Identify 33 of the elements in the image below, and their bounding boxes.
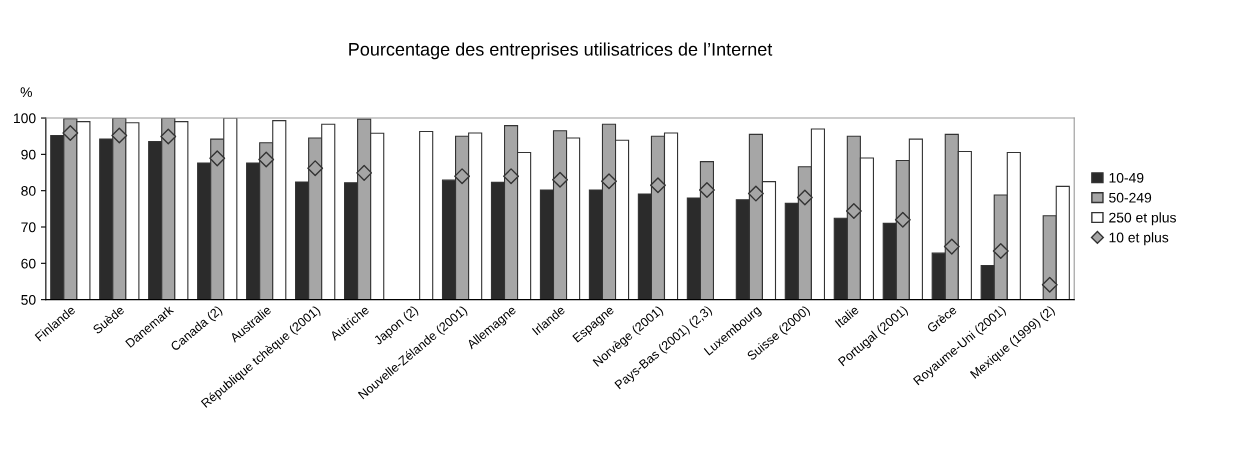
point xyxy=(454,168,471,185)
y-tick-label: 100 xyxy=(14,113,36,124)
legend-label: 50-249 xyxy=(1109,192,1152,203)
point xyxy=(209,150,226,167)
y-tick-label: 60 xyxy=(21,258,36,269)
point xyxy=(62,124,79,141)
point xyxy=(845,203,862,219)
x-tick-label: Italie xyxy=(834,304,860,328)
point xyxy=(160,128,177,145)
legend-label: 250 et plus xyxy=(1109,212,1176,226)
y-tick-label: 70 xyxy=(21,222,36,233)
point xyxy=(649,177,666,194)
point xyxy=(503,168,520,185)
y-tick-label: 80 xyxy=(21,186,36,196)
point xyxy=(698,181,715,198)
point xyxy=(1041,276,1058,293)
y-tick-label: 90 xyxy=(21,149,36,160)
legend-label: 10-49 xyxy=(1109,172,1144,183)
point xyxy=(601,173,617,190)
point xyxy=(894,211,911,228)
point xyxy=(356,164,373,181)
legend-label: 10 et plus xyxy=(1109,232,1169,246)
point xyxy=(992,242,1009,259)
y-tick-label: 50 xyxy=(21,294,36,305)
point xyxy=(258,151,275,168)
point xyxy=(307,160,324,177)
point xyxy=(111,127,128,144)
y-axis-title: % xyxy=(20,87,32,98)
point xyxy=(796,189,813,206)
point xyxy=(747,185,764,202)
point xyxy=(552,171,569,188)
chart-title: Pourcentage des entreprises utilisatrices de l’Internet xyxy=(349,42,773,60)
point xyxy=(943,238,960,255)
